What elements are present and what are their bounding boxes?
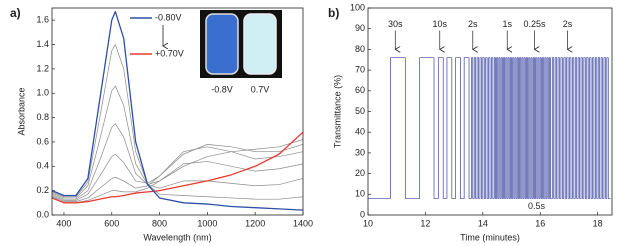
x-axis-label: Time (minutes)	[460, 232, 520, 242]
x-tick-label: 1000	[197, 218, 217, 228]
x-tick-label: 16	[535, 218, 545, 228]
y-tick-label: 1.4	[36, 39, 49, 49]
film-dark	[206, 14, 238, 74]
y-tick-label: 80	[355, 44, 365, 54]
annotation: 0.25s	[523, 19, 546, 29]
x-tick-label: 1400	[293, 218, 313, 228]
x-tick-label: 18	[593, 218, 603, 228]
y-tick-label: 0.6	[36, 136, 49, 146]
annotation: 1s	[502, 19, 512, 29]
x-tick-label: 14	[478, 218, 488, 228]
film-light	[244, 14, 276, 74]
y-tick-label: 70	[355, 64, 365, 74]
x-tick-label: 400	[56, 218, 71, 228]
y-tick-label: 1.6	[36, 15, 49, 25]
y-tick-label: 1.0	[36, 88, 49, 98]
x-tick-label: 800	[152, 218, 167, 228]
inset-label: -0.8V	[211, 84, 233, 94]
panel-label: a)	[10, 6, 21, 20]
y-axis-label: Absorbance	[16, 87, 26, 135]
y-tick-label: 10	[355, 189, 365, 199]
annotation: 0.5s	[528, 201, 546, 211]
y-tick-label: 30	[355, 147, 365, 157]
x-tick-label: 10	[363, 218, 373, 228]
page: a) 0.0 0.2 0.4 0.6 0.8 1.0 1.2 1.4 1.6 400 600 800 10…	[0, 0, 617, 246]
x-tick-label: 600	[104, 218, 119, 228]
y-tick-label: 1.2	[36, 63, 49, 73]
y-axis-label: Transmittance (%)	[332, 75, 342, 148]
y-tick-label: 50	[355, 106, 365, 116]
annotation: 2s	[468, 19, 478, 29]
series-line	[368, 58, 611, 199]
y-tick-label: 0.2	[36, 185, 49, 195]
figure: a) 0.0 0.2 0.4 0.6 0.8 1.0 1.2 1.4 1.6 400 600 800 10…	[0, 0, 617, 246]
panel-label: b)	[328, 6, 339, 20]
x-tick-label: 1200	[245, 218, 265, 228]
x-tick-label: 12	[420, 218, 430, 228]
annotation: 2s	[563, 19, 573, 29]
annotation: 10s	[433, 19, 448, 29]
y-tick-label: 90	[355, 23, 365, 33]
inset-label: 0.7V	[251, 84, 270, 94]
annotation: 30s	[388, 19, 403, 29]
y-tick-label: 0.4	[36, 161, 49, 171]
y-tick-label: 100	[350, 2, 365, 12]
y-tick-label: 60	[355, 85, 365, 95]
y-tick-label: 0.8	[36, 112, 49, 122]
series-line	[52, 86, 303, 198]
y-tick-label: 20	[355, 168, 365, 178]
legend-label: -0.80V	[155, 12, 182, 22]
x-axis-label: Wavelength (nm)	[143, 232, 211, 242]
y-tick-label: 40	[355, 127, 365, 137]
y-tick-label: 0.0	[36, 209, 49, 219]
legend-label: +0.70V	[155, 48, 184, 58]
